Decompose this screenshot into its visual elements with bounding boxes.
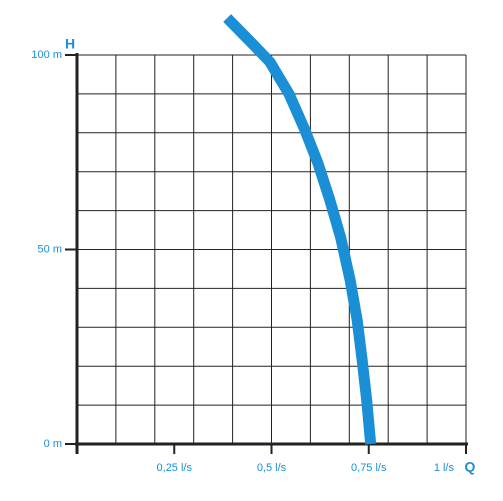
- x-axis-label: Q: [465, 459, 476, 475]
- x-tick-label: 1 l/s: [434, 462, 455, 474]
- y-tick-label: 100 m: [31, 49, 62, 61]
- y-axis-label: H: [65, 36, 75, 52]
- x-tick-label: 0,75 l/s: [351, 462, 387, 474]
- curve: [223, 14, 377, 445]
- x-tick-label: 0,25 l/s: [157, 462, 193, 474]
- x-tick-label: 0,5 l/s: [257, 462, 287, 474]
- y-tick-label: 0 m: [44, 438, 62, 450]
- y-tick-label: 50 m: [38, 243, 62, 255]
